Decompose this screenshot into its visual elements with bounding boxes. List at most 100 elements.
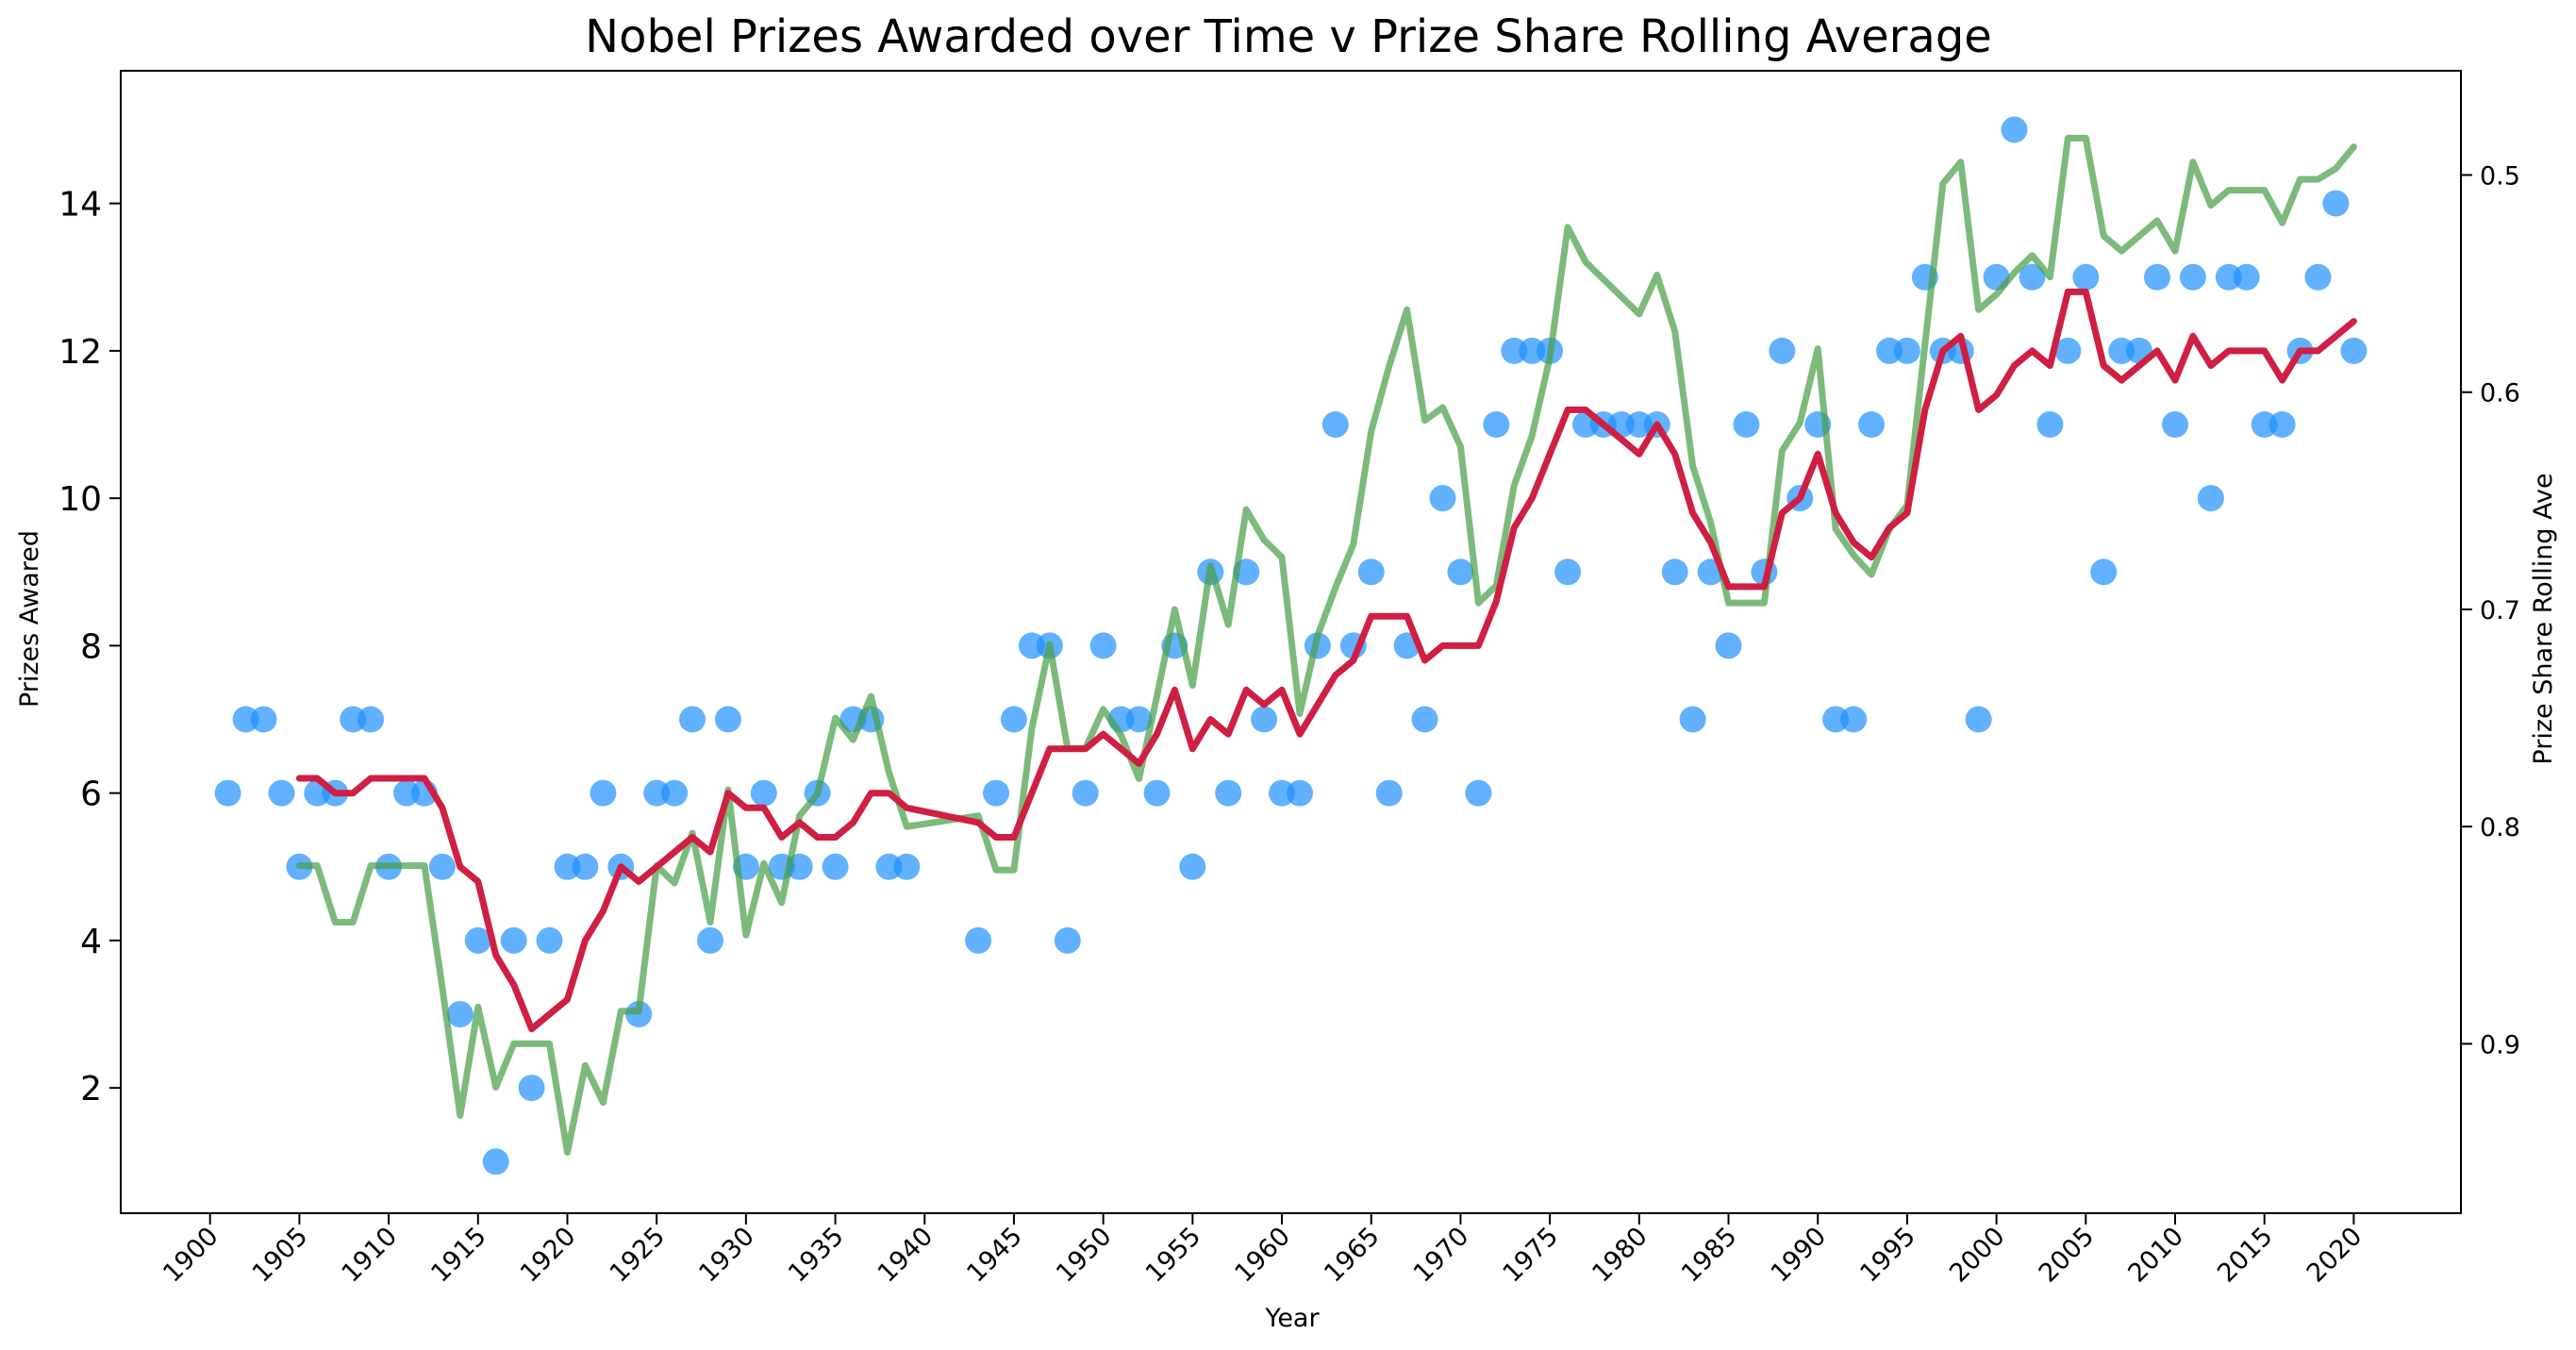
x-tick-label: 1980	[1587, 1222, 1654, 1289]
y-tick-label: 10	[58, 480, 102, 519]
y-axis-label: Prizes Awared	[15, 530, 44, 708]
y2-tick-label: 0.8	[2480, 813, 2520, 842]
scatter-point	[2144, 263, 2170, 291]
scatter-point	[1858, 411, 1885, 438]
scatter-point	[1357, 558, 1385, 586]
scatter-point	[1447, 558, 1474, 586]
scatter-point	[1679, 706, 1706, 733]
scatter-point	[2019, 263, 2046, 291]
scatter-point	[1089, 632, 1117, 659]
scatter-point	[2179, 263, 2206, 291]
x-tick-label: 1960	[1229, 1222, 1296, 1289]
scatter-point	[1465, 779, 1492, 807]
x-tick-label: 1950	[1051, 1222, 1118, 1289]
scatter-point	[1893, 337, 1920, 364]
scatter-point	[983, 779, 1009, 807]
scatter-point	[590, 779, 617, 807]
scatter-point	[822, 853, 849, 880]
y2-tick-label: 0.7	[2480, 596, 2520, 625]
y-tick-label: 14	[58, 186, 102, 225]
y-tick-label: 12	[58, 333, 102, 372]
y-tick-label: 4	[80, 923, 102, 961]
scatter-point	[2054, 337, 2082, 364]
x-tick-label: 1970	[1408, 1222, 1475, 1289]
scatter-point	[1321, 411, 1349, 438]
scatter-point	[428, 853, 456, 880]
scatter-point	[2233, 263, 2260, 291]
scatter-point	[1554, 558, 1582, 586]
x-tick-label: 1920	[515, 1222, 582, 1289]
scatter-point	[2304, 263, 2332, 291]
x-tick-label: 1975	[1498, 1222, 1565, 1289]
x-tick-label: 1935	[783, 1222, 850, 1289]
scatter-point	[2001, 116, 2028, 143]
x-tick-label: 2005	[2034, 1222, 2101, 1289]
scatter-point	[2269, 411, 2296, 438]
scatter-point	[1215, 779, 1242, 807]
chart-title: Nobel Prizes Awarded over Time v Prize S…	[585, 10, 1992, 63]
scatter-point	[1661, 558, 1688, 586]
scatter-point	[1965, 706, 1992, 733]
scatter-point	[697, 926, 723, 954]
scatter-point	[1143, 779, 1171, 807]
scatter-point	[572, 853, 599, 880]
scatter-point	[1375, 779, 1403, 807]
y-axis-ticks: 2 4 6 8 10 12 14	[58, 186, 121, 1108]
scatter-point	[1054, 926, 1081, 954]
x-tick-label: 1930	[693, 1222, 760, 1289]
prize-share-rolling-line	[295, 134, 2357, 1156]
scatter-point	[500, 926, 527, 954]
scatter-point	[2197, 485, 2224, 512]
prizes-rolling-line	[295, 288, 2357, 1033]
scatter-point	[268, 779, 295, 807]
scatter-point	[1072, 779, 1099, 807]
x-tick-label: 1925	[605, 1222, 672, 1289]
y2-tick-label: 0.9	[2480, 1030, 2520, 1059]
scatter-point	[1483, 411, 1510, 438]
y-tick-label: 6	[80, 775, 102, 814]
plot-area	[214, 116, 2368, 1175]
scatter-point	[2090, 558, 2118, 586]
scatter-point	[536, 926, 563, 954]
x-tick-label: 1990	[1766, 1222, 1833, 1289]
scatter-point	[446, 1001, 474, 1028]
scatter-point	[1840, 706, 1868, 733]
scatter-point	[1287, 779, 1313, 807]
scatter-point	[1733, 411, 1760, 438]
x-tick-label: 1915	[425, 1222, 492, 1289]
scatter-point	[1715, 632, 1742, 659]
scatter-point	[714, 706, 741, 733]
y-tick-label: 2	[80, 1070, 102, 1108]
scatter-point	[2322, 190, 2350, 217]
plot-frame	[120, 70, 2462, 1214]
scatter-point	[1125, 706, 1153, 733]
y2-axis-ticks: 0.5 0.6 0.7 0.8 0.9	[2461, 162, 2520, 1059]
x-tick-label: 1905	[247, 1222, 314, 1289]
y2-axis-label: Prize Share Rolling Ave	[2529, 473, 2558, 764]
scatter-point	[2036, 411, 2064, 438]
x-tick-label: 2015	[2212, 1222, 2279, 1289]
x-axis-label: Year	[1264, 1304, 1320, 1333]
x-axis-ticks: 1900 1905 1910 1915 1920 1925 1930 1935 1940 1945…	[158, 1213, 2368, 1289]
x-tick-label: 1940	[873, 1222, 939, 1289]
scatter-point	[1411, 706, 1438, 733]
scatter-point	[965, 926, 992, 954]
scatter-point	[1429, 485, 1456, 512]
x-tick-label: 1965	[1319, 1222, 1386, 1289]
scatter-point	[1251, 706, 1278, 733]
x-tick-label: 2010	[2122, 1222, 2189, 1289]
y2-tick-label: 0.5	[2480, 162, 2520, 192]
scatter-point	[661, 779, 689, 807]
scatter-point	[482, 1148, 509, 1175]
scatter-point	[750, 779, 777, 807]
scatter-point	[679, 706, 706, 733]
scatter-point	[464, 926, 491, 954]
scatter-point	[250, 706, 277, 733]
x-tick-label: 1995	[1854, 1222, 1921, 1289]
y2-tick-label: 0.6	[2480, 379, 2520, 408]
scatter-point	[893, 853, 921, 880]
x-tick-label: 1945	[961, 1222, 1028, 1289]
x-tick-label: 1910	[337, 1222, 404, 1289]
scatter-point	[1179, 853, 1206, 880]
